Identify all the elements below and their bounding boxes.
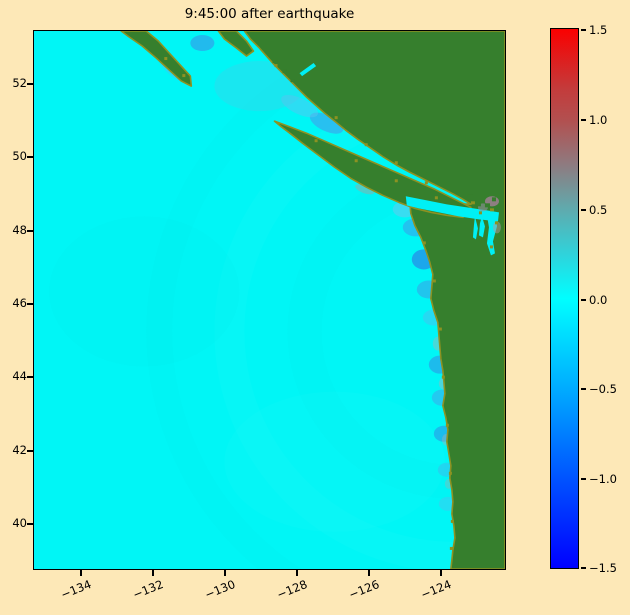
san-juan-islands [467,194,496,208]
colorbar-tick [581,299,586,301]
y-tick-label: 40 [12,516,27,530]
colorbar-tick [581,388,586,390]
strait-juan-de-fuca [405,196,499,222]
colorbar [550,28,579,569]
colorbar-tick [581,29,586,31]
colorbar-tick-label: −1.5 [589,561,617,575]
y-tick [27,523,33,525]
land-coastal-islands [217,31,255,57]
y-tick [27,303,33,305]
y-tick-label: 52 [12,76,27,90]
colorbar-tick-label: 0.0 [589,293,608,307]
y-tick-label: 42 [12,443,27,457]
puget-branch [478,216,485,238]
colorbar-tick [581,119,586,121]
land-haida-gwaii [120,31,193,87]
y-tick [27,376,33,378]
colorbar-tick-label: 0.5 [589,203,608,217]
x-tick [80,570,82,576]
colorbar-tick-label: 1.5 [589,23,608,37]
x-tick [440,570,442,576]
fjord-inlet [299,63,317,77]
plot-title: 9:45:00 after earthquake [184,6,355,22]
shoreline-speckles [164,57,498,550]
y-tick [27,156,33,158]
colorbar-tick-label: −0.5 [589,382,617,396]
y-tick [27,230,33,232]
puget-sound [486,211,497,256]
colorbar-tick [581,567,586,569]
y-tick-label: 50 [12,149,27,163]
x-tick-label: −132 [130,577,166,602]
map-canvas [34,31,505,569]
plot-area [33,30,506,570]
x-tick-label: −130 [202,577,238,602]
x-tick-label: −124 [418,577,454,602]
x-tick [296,570,298,576]
x-tick [368,570,370,576]
x-tick [224,570,226,576]
y-tick-label: 44 [12,369,27,383]
hood-canal [472,216,478,240]
y-tick-label: 48 [12,223,27,237]
y-tick-label: 46 [12,296,27,310]
colorbar-tick [581,478,586,480]
y-tick [27,450,33,452]
x-tick-label: −126 [346,577,382,602]
x-tick-label: −134 [58,577,94,602]
colorbar-tick-label: −1.0 [589,472,617,486]
x-tick [152,570,154,576]
colorbar-tick-label: 1.0 [589,113,608,127]
land-mainland [243,31,505,569]
straits [405,196,499,256]
y-tick [27,83,33,85]
x-tick-label: −128 [274,577,310,602]
colorbar-tick [581,209,586,211]
